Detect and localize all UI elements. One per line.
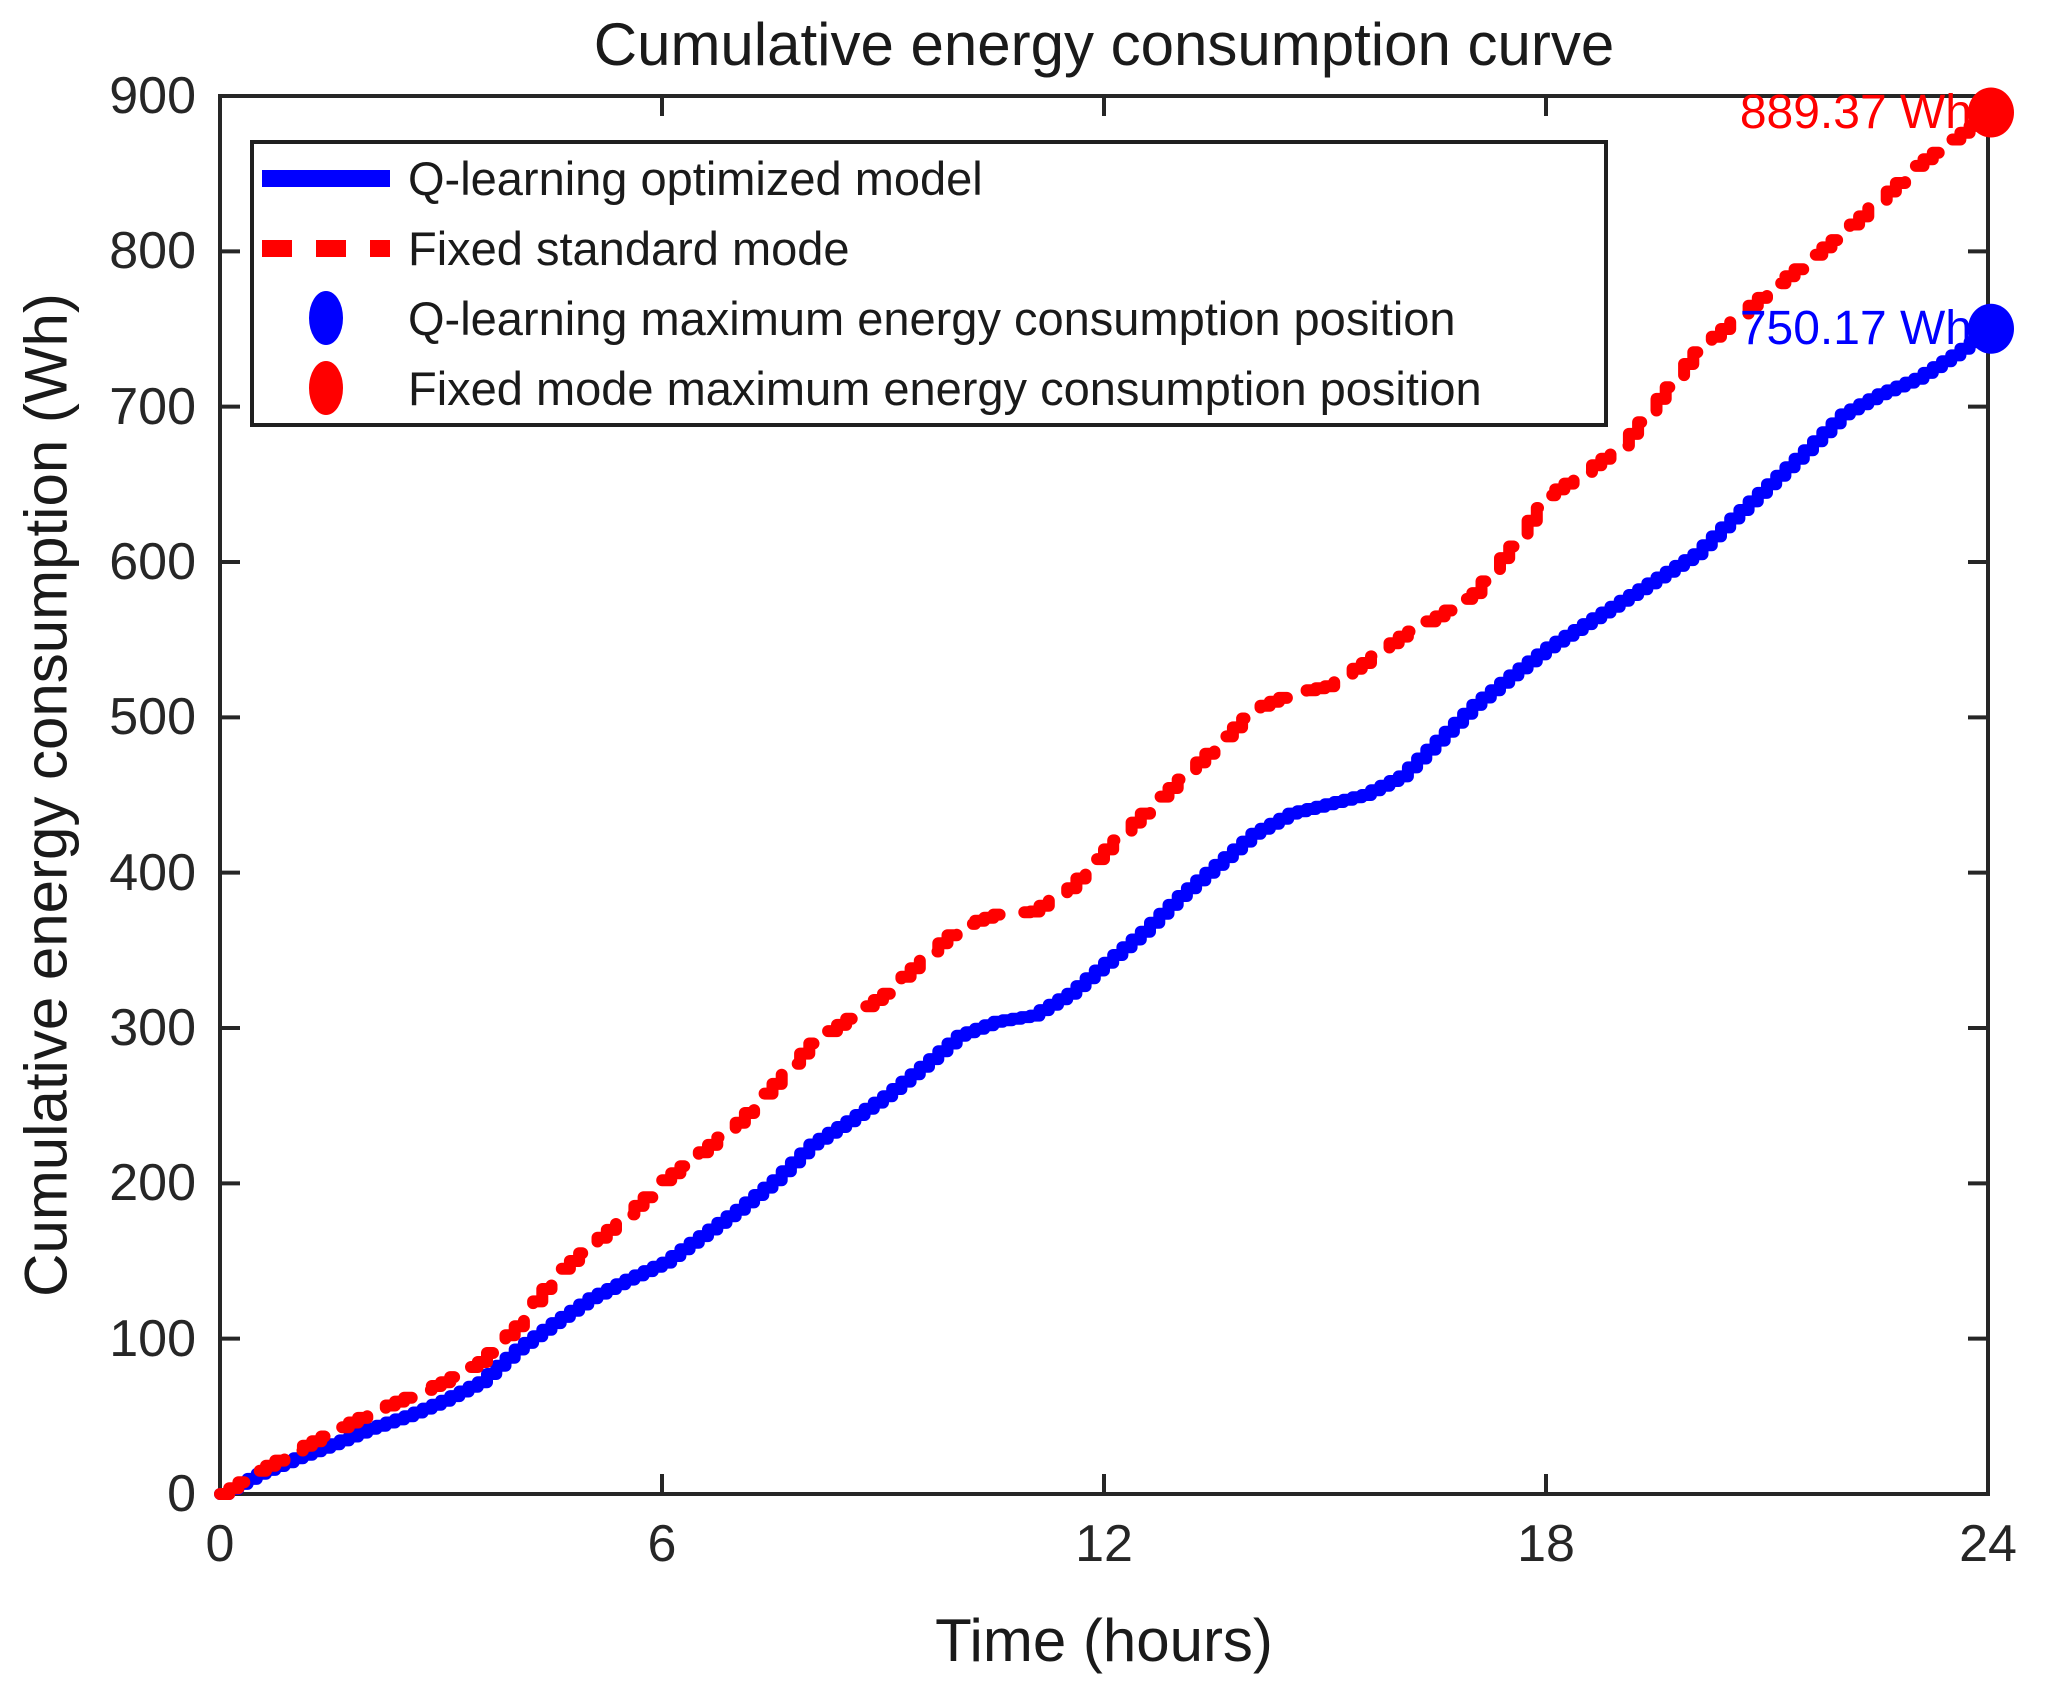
y-tick-label: 500: [109, 688, 196, 747]
legend-item-fixed-marker: Fixed mode maximum energy consumption po…: [254, 353, 1604, 423]
legend-item-label: Fixed mode maximum energy consumption po…: [408, 361, 1482, 415]
legend: Q-learning optimized model Fixed standar…: [250, 140, 1608, 427]
y-tick-label: 100: [109, 1309, 196, 1368]
y-axis-label: Cumulative energy consumption (Wh): [12, 293, 80, 1297]
series-line-qlearning: [214, 322, 1994, 1500]
legend-item-qlearning-line: Q-learning optimized model: [254, 144, 1604, 214]
legend-item-fixed-line: Fixed standard mode: [254, 214, 1604, 284]
x-tick-label: 18: [1517, 1515, 1575, 1573]
legend-swatch-box: [254, 170, 398, 188]
dot-marker-swatch-icon: [309, 291, 343, 346]
y-tick-label: 300: [109, 999, 196, 1057]
y-tick-label: 400: [109, 843, 196, 902]
y-tick-label: 600: [109, 533, 196, 591]
x-axis-label: Time (hours): [935, 1607, 1273, 1674]
legend-item-qlearning-marker: Q-learning maximum energy consumption po…: [254, 284, 1604, 354]
x-tick-label: 6: [647, 1515, 677, 1573]
legend-item-label: Q-learning maximum energy consumption po…: [408, 291, 1456, 345]
dashed-line-swatch-icon: [262, 240, 390, 258]
y-tick-label: 700: [109, 377, 196, 436]
x-tick-label: 24: [1959, 1515, 2017, 1573]
series-line-fixed: [214, 106, 1994, 1500]
y-tick-label: 800: [109, 222, 196, 281]
chart-title: Cumulative energy consumption curve: [593, 11, 1615, 78]
legend-swatch-box: [254, 291, 398, 346]
x-tick-label: 0: [205, 1515, 235, 1573]
dot-marker-swatch-icon: [309, 361, 343, 416]
max-value-annotation-fixed: 889.37 Wh: [1739, 86, 1972, 139]
y-tick-label: 200: [109, 1154, 196, 1213]
solid-line-swatch-icon: [262, 170, 390, 188]
x-tick-label: 12: [1075, 1515, 1133, 1573]
legend-item-label: Fixed standard mode: [408, 222, 850, 276]
y-tick-label: 0: [167, 1465, 196, 1523]
legend-swatch-box: [254, 361, 398, 416]
max-value-annotation-qlearning: 750.17 Wh: [1739, 302, 1972, 355]
legend-item-label: Q-learning optimized model: [408, 152, 983, 206]
y-tick-label: 900: [109, 67, 196, 125]
legend-swatch-box: [254, 240, 398, 258]
